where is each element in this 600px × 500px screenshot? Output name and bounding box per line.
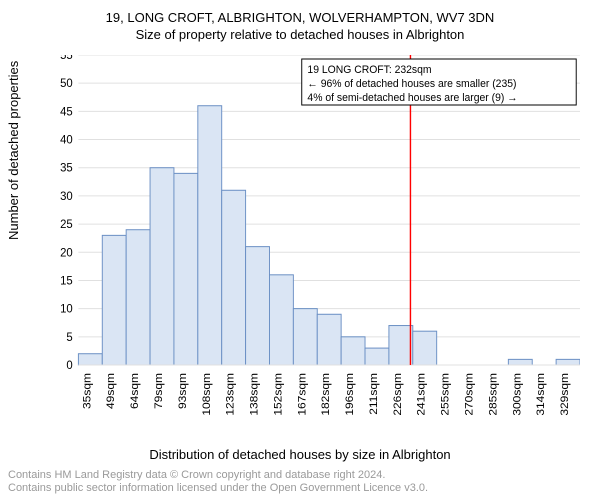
- page-title: 19, LONG CROFT, ALBRIGHTON, WOLVERHAMPTO…: [0, 10, 600, 25]
- x-tick-label: 167sqm: [296, 373, 309, 416]
- bar: [508, 359, 532, 365]
- bar: [78, 354, 102, 365]
- bar: [246, 247, 270, 365]
- x-tick-label: 35sqm: [81, 373, 94, 409]
- y-tick-label: 20: [60, 246, 73, 259]
- y-tick-label: 25: [60, 218, 73, 231]
- y-tick-label: 0: [66, 359, 73, 372]
- annotation-line-2: ← 96% of detached houses are smaller (23…: [307, 78, 516, 90]
- credits: Contains HM Land Registry data © Crown c…: [8, 469, 428, 497]
- bar: [102, 235, 126, 365]
- y-tick-label: 45: [60, 105, 73, 118]
- annotation-line-1: 19 LONG CROFT: 232sqm: [307, 64, 431, 76]
- y-tick-label: 30: [60, 190, 73, 203]
- x-tick-label: 226sqm: [391, 373, 404, 416]
- x-tick-label: 300sqm: [511, 373, 524, 416]
- bar: [365, 348, 389, 365]
- y-axis-label: Number of detached properties: [6, 61, 21, 240]
- x-tick-label: 329sqm: [558, 373, 571, 416]
- x-tick-label: 123sqm: [224, 373, 237, 416]
- x-tick-label: 211sqm: [367, 373, 380, 415]
- bar: [174, 173, 198, 365]
- annotation-box: 19 LONG CROFT: 232sqm ← 96% of detached h…: [302, 59, 576, 105]
- x-axis-label: Distribution of detached houses by size …: [0, 447, 600, 462]
- bar: [341, 337, 365, 365]
- page-subtitle: Size of property relative to detached ho…: [0, 27, 600, 42]
- y-tick-label: 5: [66, 331, 72, 344]
- x-tick-label: 79sqm: [152, 373, 165, 409]
- x-tick-label: 285sqm: [487, 373, 500, 416]
- bar: [413, 331, 437, 365]
- bar: [222, 190, 246, 365]
- bar: [293, 309, 317, 365]
- x-tick-label: 138sqm: [248, 373, 261, 416]
- y-tick-label: 40: [60, 133, 73, 146]
- credit-line-1: Contains HM Land Registry data © Crown c…: [8, 469, 428, 483]
- histogram-plot: 0 5 10 15 20 25 30 35 40 45 50 55 35sqm 49sqm 64sqm 79s…: [50, 55, 580, 425]
- bar: [556, 359, 580, 365]
- x-tick-label: 314sqm: [534, 373, 547, 416]
- x-tick-label: 270sqm: [463, 373, 476, 416]
- x-tick-label: 182sqm: [319, 373, 332, 416]
- x-tick-label: 93sqm: [176, 373, 189, 409]
- credit-line-2: Contains public sector information licen…: [8, 482, 428, 496]
- bar: [126, 230, 150, 365]
- x-tick-label: 49sqm: [105, 373, 118, 409]
- y-tick-label: 50: [60, 77, 73, 90]
- annotation-line-3: 4% of semi-detached houses are larger (9…: [307, 92, 517, 104]
- x-tick-label: 241sqm: [415, 373, 428, 416]
- bar: [269, 275, 293, 365]
- bar: [389, 326, 413, 365]
- y-tick-label: 15: [60, 274, 73, 287]
- bar: [317, 314, 341, 365]
- y-tick-label: 55: [60, 55, 73, 62]
- x-tick-label: 64sqm: [128, 373, 141, 409]
- y-tick-label: 35: [60, 161, 73, 174]
- chart-area: 0 5 10 15 20 25 30 35 40 45 50 55 35sqm 49sqm 64sqm 79s…: [50, 55, 580, 425]
- bar: [198, 106, 222, 365]
- bars: [78, 106, 580, 365]
- x-tick-label: 152sqm: [272, 373, 285, 416]
- bar: [150, 168, 174, 365]
- x-tick-label: 255sqm: [439, 373, 452, 416]
- x-tick-label: 108sqm: [200, 373, 213, 416]
- x-tick-label: 196sqm: [343, 373, 356, 416]
- y-tick-label: 10: [60, 302, 73, 315]
